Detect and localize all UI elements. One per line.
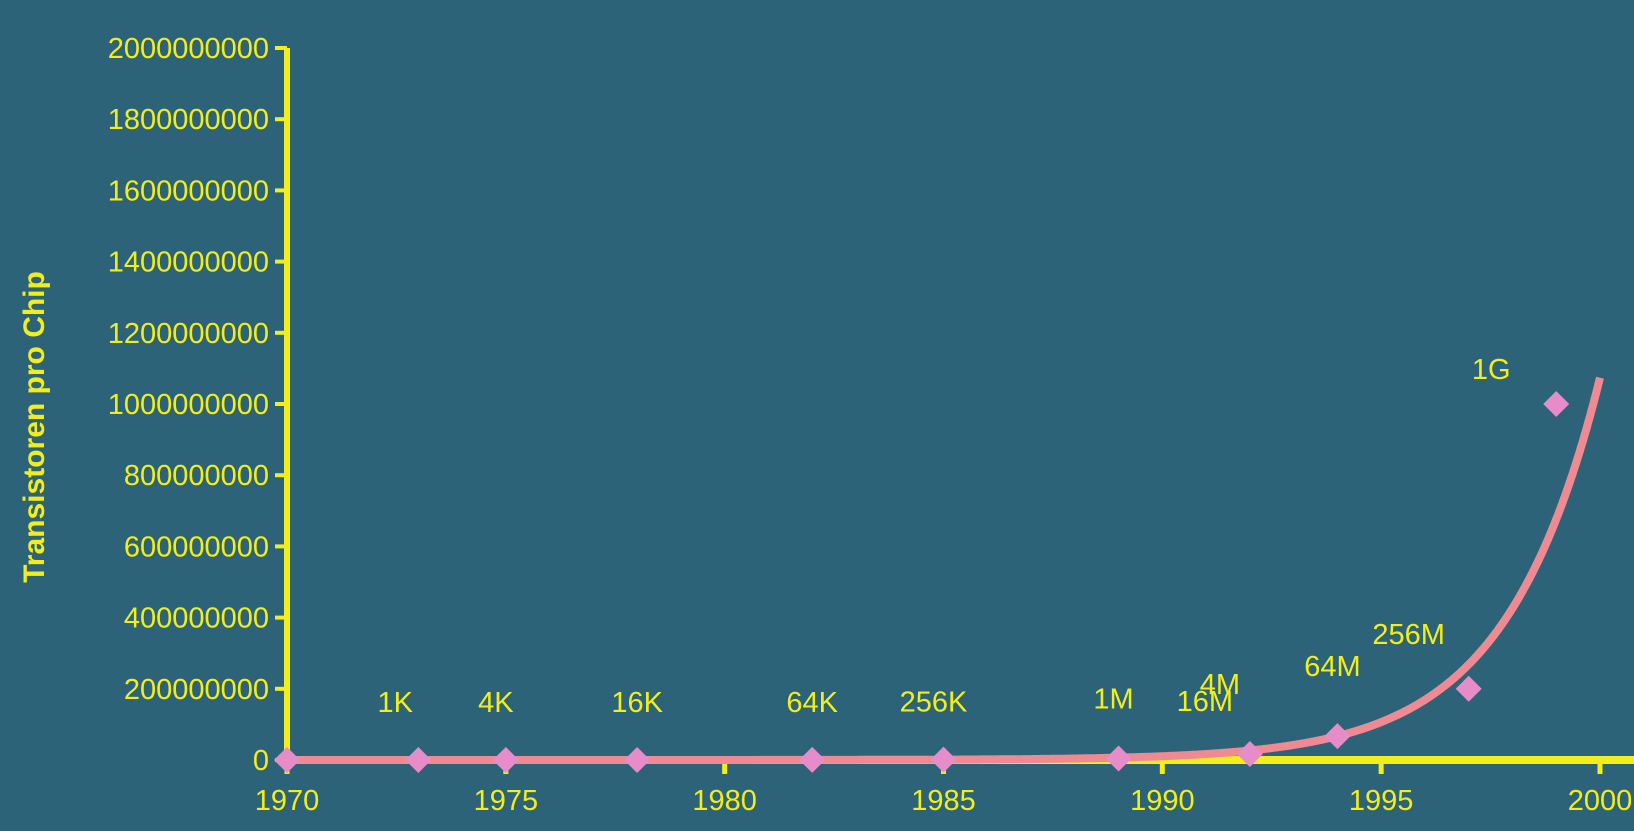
data-point [930, 746, 957, 773]
x-tick-label: 1970 [255, 785, 320, 817]
data-point [624, 746, 651, 773]
data-point [274, 746, 300, 773]
y-tick-label: 1800000000 [108, 104, 269, 136]
x-tick-label: 1980 [692, 785, 757, 817]
point-label: 1K [378, 687, 414, 719]
y-axis-label: Transistoren pro Chip [18, 271, 51, 583]
data-point [1105, 745, 1132, 772]
y-tick-label: 1400000000 [108, 247, 269, 279]
point-label: 256M [1372, 619, 1445, 651]
data-point [405, 746, 432, 773]
y-tick-label: 800000000 [124, 460, 269, 492]
point-label: 16K [611, 687, 663, 719]
data-point [1236, 741, 1263, 768]
data-point [1543, 391, 1570, 417]
data-point [1324, 723, 1351, 750]
point-label: 4M [1200, 669, 1240, 701]
y-tick-label: 200000000 [124, 674, 269, 706]
data-point [799, 746, 826, 773]
data-point [1455, 675, 1482, 702]
x-tick-label: 2000 [1568, 785, 1633, 817]
x-tick-label: 1995 [1349, 785, 1414, 817]
labels-layer: 1K 4K 16K 64K 256K 1M 4M 64M 256M 1G 16M [378, 354, 1511, 719]
x-tick-label: 1985 [911, 785, 976, 817]
axes: 0 200000000 400000000 600000000 800000000 100… [108, 33, 1634, 817]
points-layer [274, 391, 1570, 773]
data-point [492, 746, 519, 773]
point-label: 64M [1304, 651, 1360, 683]
x-tick-label: 1975 [474, 785, 539, 817]
point-label: 1G [1472, 354, 1511, 386]
y-tick-label: 1600000000 [108, 175, 269, 207]
point-label: 4K [478, 687, 514, 719]
point-label: 256K [900, 687, 968, 719]
y-tick-label: 2000000000 [108, 33, 269, 65]
y-tick-label: 1200000000 [108, 318, 269, 350]
y-tick-label: 600000000 [124, 531, 269, 563]
x-tick-label: 1990 [1130, 785, 1195, 817]
y-tick-label: 1000000000 [108, 389, 269, 421]
point-label: 64K [786, 687, 838, 719]
point-label: 16M [1177, 686, 1233, 718]
y-tick-label: 400000000 [124, 603, 269, 635]
y-tick-label: 0 [253, 745, 269, 777]
point-label: 1M [1093, 684, 1133, 716]
